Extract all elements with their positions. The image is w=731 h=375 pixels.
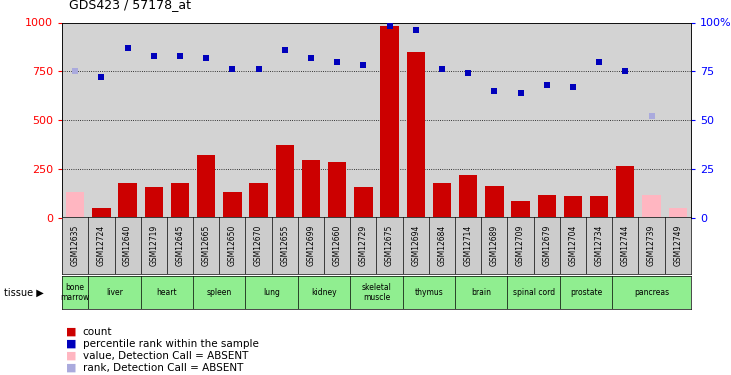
Bar [380, 26, 398, 218]
Text: GSM12679: GSM12679 [542, 225, 551, 266]
Text: prostate: prostate [570, 288, 602, 297]
Text: value, Detection Call = ABSENT: value, Detection Call = ABSENT [83, 351, 248, 361]
Text: liver: liver [106, 288, 123, 297]
Text: percentile rank within the sample: percentile rank within the sample [83, 339, 259, 349]
Bar [537, 195, 556, 217]
Bar [92, 208, 110, 218]
Bar [616, 166, 635, 218]
Text: GSM12729: GSM12729 [359, 225, 368, 266]
Text: GSM12724: GSM12724 [97, 225, 106, 266]
Text: rank, Detection Call = ABSENT: rank, Detection Call = ABSENT [83, 363, 243, 373]
Text: ■: ■ [66, 327, 76, 337]
Text: brain: brain [471, 288, 491, 297]
Text: thymus: thymus [414, 288, 443, 297]
Text: ■: ■ [66, 363, 76, 373]
Text: tissue ▶: tissue ▶ [4, 288, 43, 297]
Text: spleen: spleen [207, 288, 232, 297]
Text: GSM12694: GSM12694 [412, 225, 420, 266]
Bar [564, 196, 582, 217]
Bar [302, 160, 320, 218]
Text: GDS423 / 57178_at: GDS423 / 57178_at [69, 0, 192, 11]
Text: GSM12670: GSM12670 [254, 225, 263, 266]
Text: GSM12739: GSM12739 [647, 225, 656, 266]
Text: GSM12734: GSM12734 [594, 225, 604, 266]
Text: GSM12684: GSM12684 [437, 225, 447, 266]
Text: bone
marrow: bone marrow [61, 283, 90, 302]
Text: GSM12635: GSM12635 [71, 225, 80, 266]
Text: spinal cord: spinal cord [512, 288, 555, 297]
Bar [66, 192, 84, 217]
Bar [433, 183, 451, 218]
Bar [276, 146, 294, 218]
Text: count: count [83, 327, 112, 337]
Text: GSM12640: GSM12640 [123, 225, 132, 266]
Bar [485, 186, 504, 218]
Bar [223, 192, 241, 217]
Text: GSM12704: GSM12704 [569, 225, 577, 266]
Bar [355, 187, 373, 218]
Bar [197, 155, 216, 218]
Bar [590, 196, 608, 217]
Bar [118, 183, 137, 218]
Text: GSM12650: GSM12650 [228, 225, 237, 266]
Bar [171, 183, 189, 218]
Text: heart: heart [156, 288, 177, 297]
Bar [145, 187, 163, 218]
Bar [669, 208, 687, 218]
Text: GSM12665: GSM12665 [202, 225, 211, 266]
Text: GSM12645: GSM12645 [175, 225, 184, 266]
Text: lung: lung [263, 288, 280, 297]
Text: GSM12749: GSM12749 [673, 225, 682, 266]
Text: GSM12699: GSM12699 [306, 225, 316, 266]
Text: GSM12744: GSM12744 [621, 225, 630, 266]
Text: GSM12709: GSM12709 [516, 225, 525, 266]
Text: GSM12719: GSM12719 [149, 225, 159, 266]
Bar [512, 201, 530, 217]
Bar [406, 52, 425, 217]
Bar [249, 183, 268, 218]
Bar [459, 175, 477, 217]
Text: ■: ■ [66, 339, 76, 349]
Text: GSM12660: GSM12660 [333, 225, 341, 266]
Bar [328, 162, 346, 218]
Bar [643, 195, 661, 217]
Text: GSM12714: GSM12714 [463, 225, 473, 266]
Text: GSM12655: GSM12655 [280, 225, 289, 266]
Text: GSM12675: GSM12675 [385, 225, 394, 266]
Text: skeletal
muscle: skeletal muscle [362, 283, 391, 302]
Text: ■: ■ [66, 351, 76, 361]
Text: pancreas: pancreas [634, 288, 669, 297]
Text: GSM12689: GSM12689 [490, 225, 499, 266]
Text: kidney: kidney [311, 288, 337, 297]
